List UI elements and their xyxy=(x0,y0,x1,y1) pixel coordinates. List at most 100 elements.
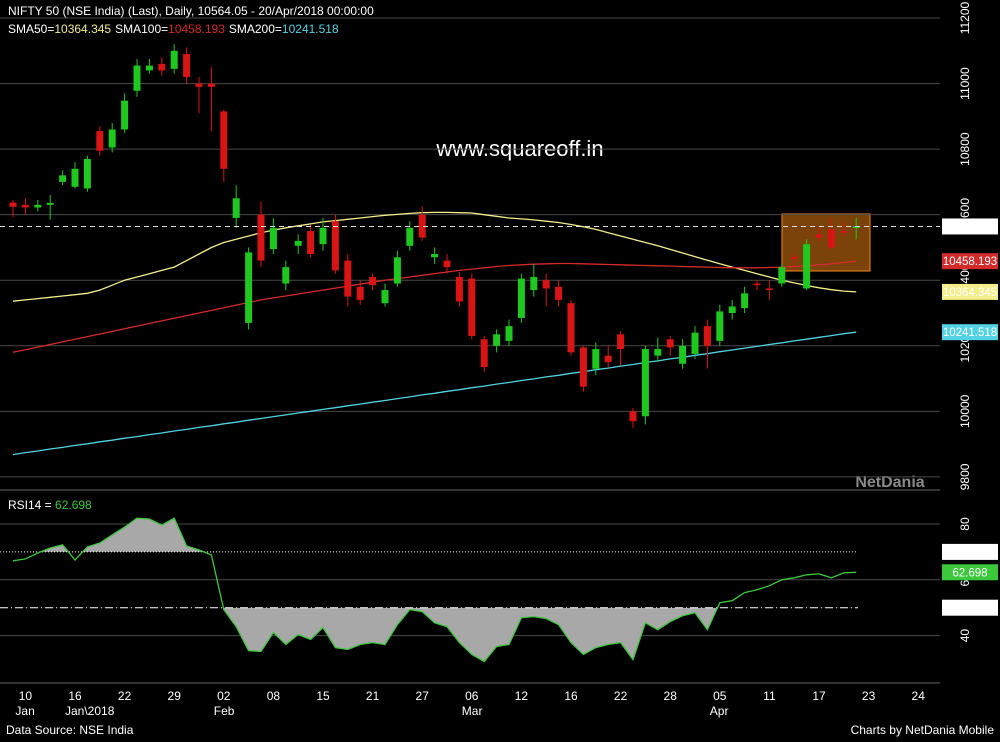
candle-body xyxy=(331,221,339,271)
candle-body xyxy=(691,332,699,354)
candle-body xyxy=(641,349,649,417)
candle-body xyxy=(827,229,835,248)
x-tick-label: 08 xyxy=(267,689,281,703)
candle-body xyxy=(604,355,612,363)
x-tick-label: 02 xyxy=(217,689,231,703)
price-tag-bg xyxy=(942,543,998,560)
candle-body xyxy=(121,100,129,130)
candle-body xyxy=(269,227,277,250)
candle-body xyxy=(840,231,848,233)
candle-body xyxy=(83,158,91,189)
candle-body xyxy=(679,345,687,364)
candle-body xyxy=(133,65,141,91)
legend-name: RSI14 = xyxy=(8,498,55,512)
data-source: Data Source: NSE India xyxy=(6,723,134,737)
candle-body xyxy=(517,278,525,318)
watermark: www.squareoff.in xyxy=(435,136,603,161)
candle-body xyxy=(369,276,377,286)
x-tick-label: 29 xyxy=(168,689,182,703)
legend-value: 10364.345 xyxy=(54,22,111,36)
x-tick-label: 05 xyxy=(713,689,727,703)
candle-body xyxy=(455,276,463,302)
price-tag: 10458.193 xyxy=(943,256,997,268)
price-tag-bg xyxy=(942,218,998,235)
candle-body xyxy=(741,293,749,309)
candle-body xyxy=(220,111,228,169)
price-tag: 62.698 xyxy=(952,567,987,579)
candle-body xyxy=(579,347,587,387)
price-tag-bg xyxy=(942,324,998,341)
price-tag: 10364.345 xyxy=(943,287,997,299)
x-tick-label: 06 xyxy=(465,689,479,703)
y-tick-label: 10800 xyxy=(958,132,972,166)
price-tag-bg xyxy=(942,283,998,300)
x-tick-label: 16 xyxy=(68,689,82,703)
x-tick-label: 21 xyxy=(366,689,380,703)
candle-body xyxy=(803,244,811,289)
candle-body xyxy=(815,234,823,238)
candle-body xyxy=(555,286,563,300)
candle-body xyxy=(381,290,389,304)
x-tick-label: 16 xyxy=(564,689,578,703)
y-tick-label: 40 xyxy=(958,629,972,643)
candle-body xyxy=(617,334,625,350)
x-month-label: Jan xyxy=(15,704,34,718)
rsi-line xyxy=(12,517,857,663)
x-tick-label: 12 xyxy=(515,689,529,703)
candle-body xyxy=(468,278,476,336)
candle-body xyxy=(654,349,662,356)
candle-body xyxy=(245,252,253,323)
candle-body xyxy=(207,83,215,87)
candle-body xyxy=(96,131,104,151)
candle-body xyxy=(542,280,550,289)
legend-name: SMA50= xyxy=(8,22,54,36)
y-tick-label: 10000 xyxy=(958,394,972,428)
candle-body xyxy=(728,306,736,314)
candle-body xyxy=(493,334,501,346)
x-tick-label: 17 xyxy=(812,689,826,703)
candle-body xyxy=(666,339,674,348)
candle-body xyxy=(195,83,203,87)
candle-body xyxy=(108,129,116,148)
candle-body xyxy=(480,339,488,368)
candle-body xyxy=(21,204,29,208)
candle-body xyxy=(406,227,414,246)
candle-body xyxy=(319,227,327,245)
rsi-legend: RSI14 = 62.698 xyxy=(8,498,92,512)
candle-body xyxy=(530,276,538,291)
candle-body xyxy=(753,283,761,286)
x-tick-label: 11 xyxy=(763,689,776,703)
candle-body xyxy=(592,349,600,369)
candle-body xyxy=(505,326,513,341)
candle-body xyxy=(393,257,401,284)
sma-line xyxy=(12,331,857,456)
candle-body xyxy=(170,50,178,69)
candle-body xyxy=(232,198,240,218)
candle-body xyxy=(34,204,42,208)
candle-body xyxy=(443,260,451,268)
chart-title: NIFTY 50 (NSE India) (Last), Daily, 1056… xyxy=(8,4,374,18)
sma-legend: SMA50=10364.345 SMA100=10458.193 SMA200=10… xyxy=(8,22,339,36)
candle-body xyxy=(567,303,575,353)
y-tick-label: 11000 xyxy=(958,67,972,100)
candle-body xyxy=(629,411,637,422)
x-tick-label: 28 xyxy=(664,689,678,703)
candle-body xyxy=(356,286,364,300)
candle-body xyxy=(307,231,315,255)
candle-body xyxy=(790,257,798,259)
x-tick-label: 22 xyxy=(614,689,628,703)
y-tick-label: 9800 xyxy=(958,463,972,490)
y-tick-label: 11200 xyxy=(958,1,972,34)
price-tag-bg xyxy=(942,564,998,581)
candle-body xyxy=(418,214,426,238)
candle-body xyxy=(46,202,54,205)
sma-line xyxy=(12,260,857,353)
candle-body xyxy=(158,63,166,71)
candle-body xyxy=(852,226,860,228)
price-tag-bg xyxy=(942,599,998,616)
candle-body xyxy=(282,267,290,284)
candle-body xyxy=(9,202,17,207)
highlight-box xyxy=(781,213,871,272)
candle-body xyxy=(71,168,79,187)
